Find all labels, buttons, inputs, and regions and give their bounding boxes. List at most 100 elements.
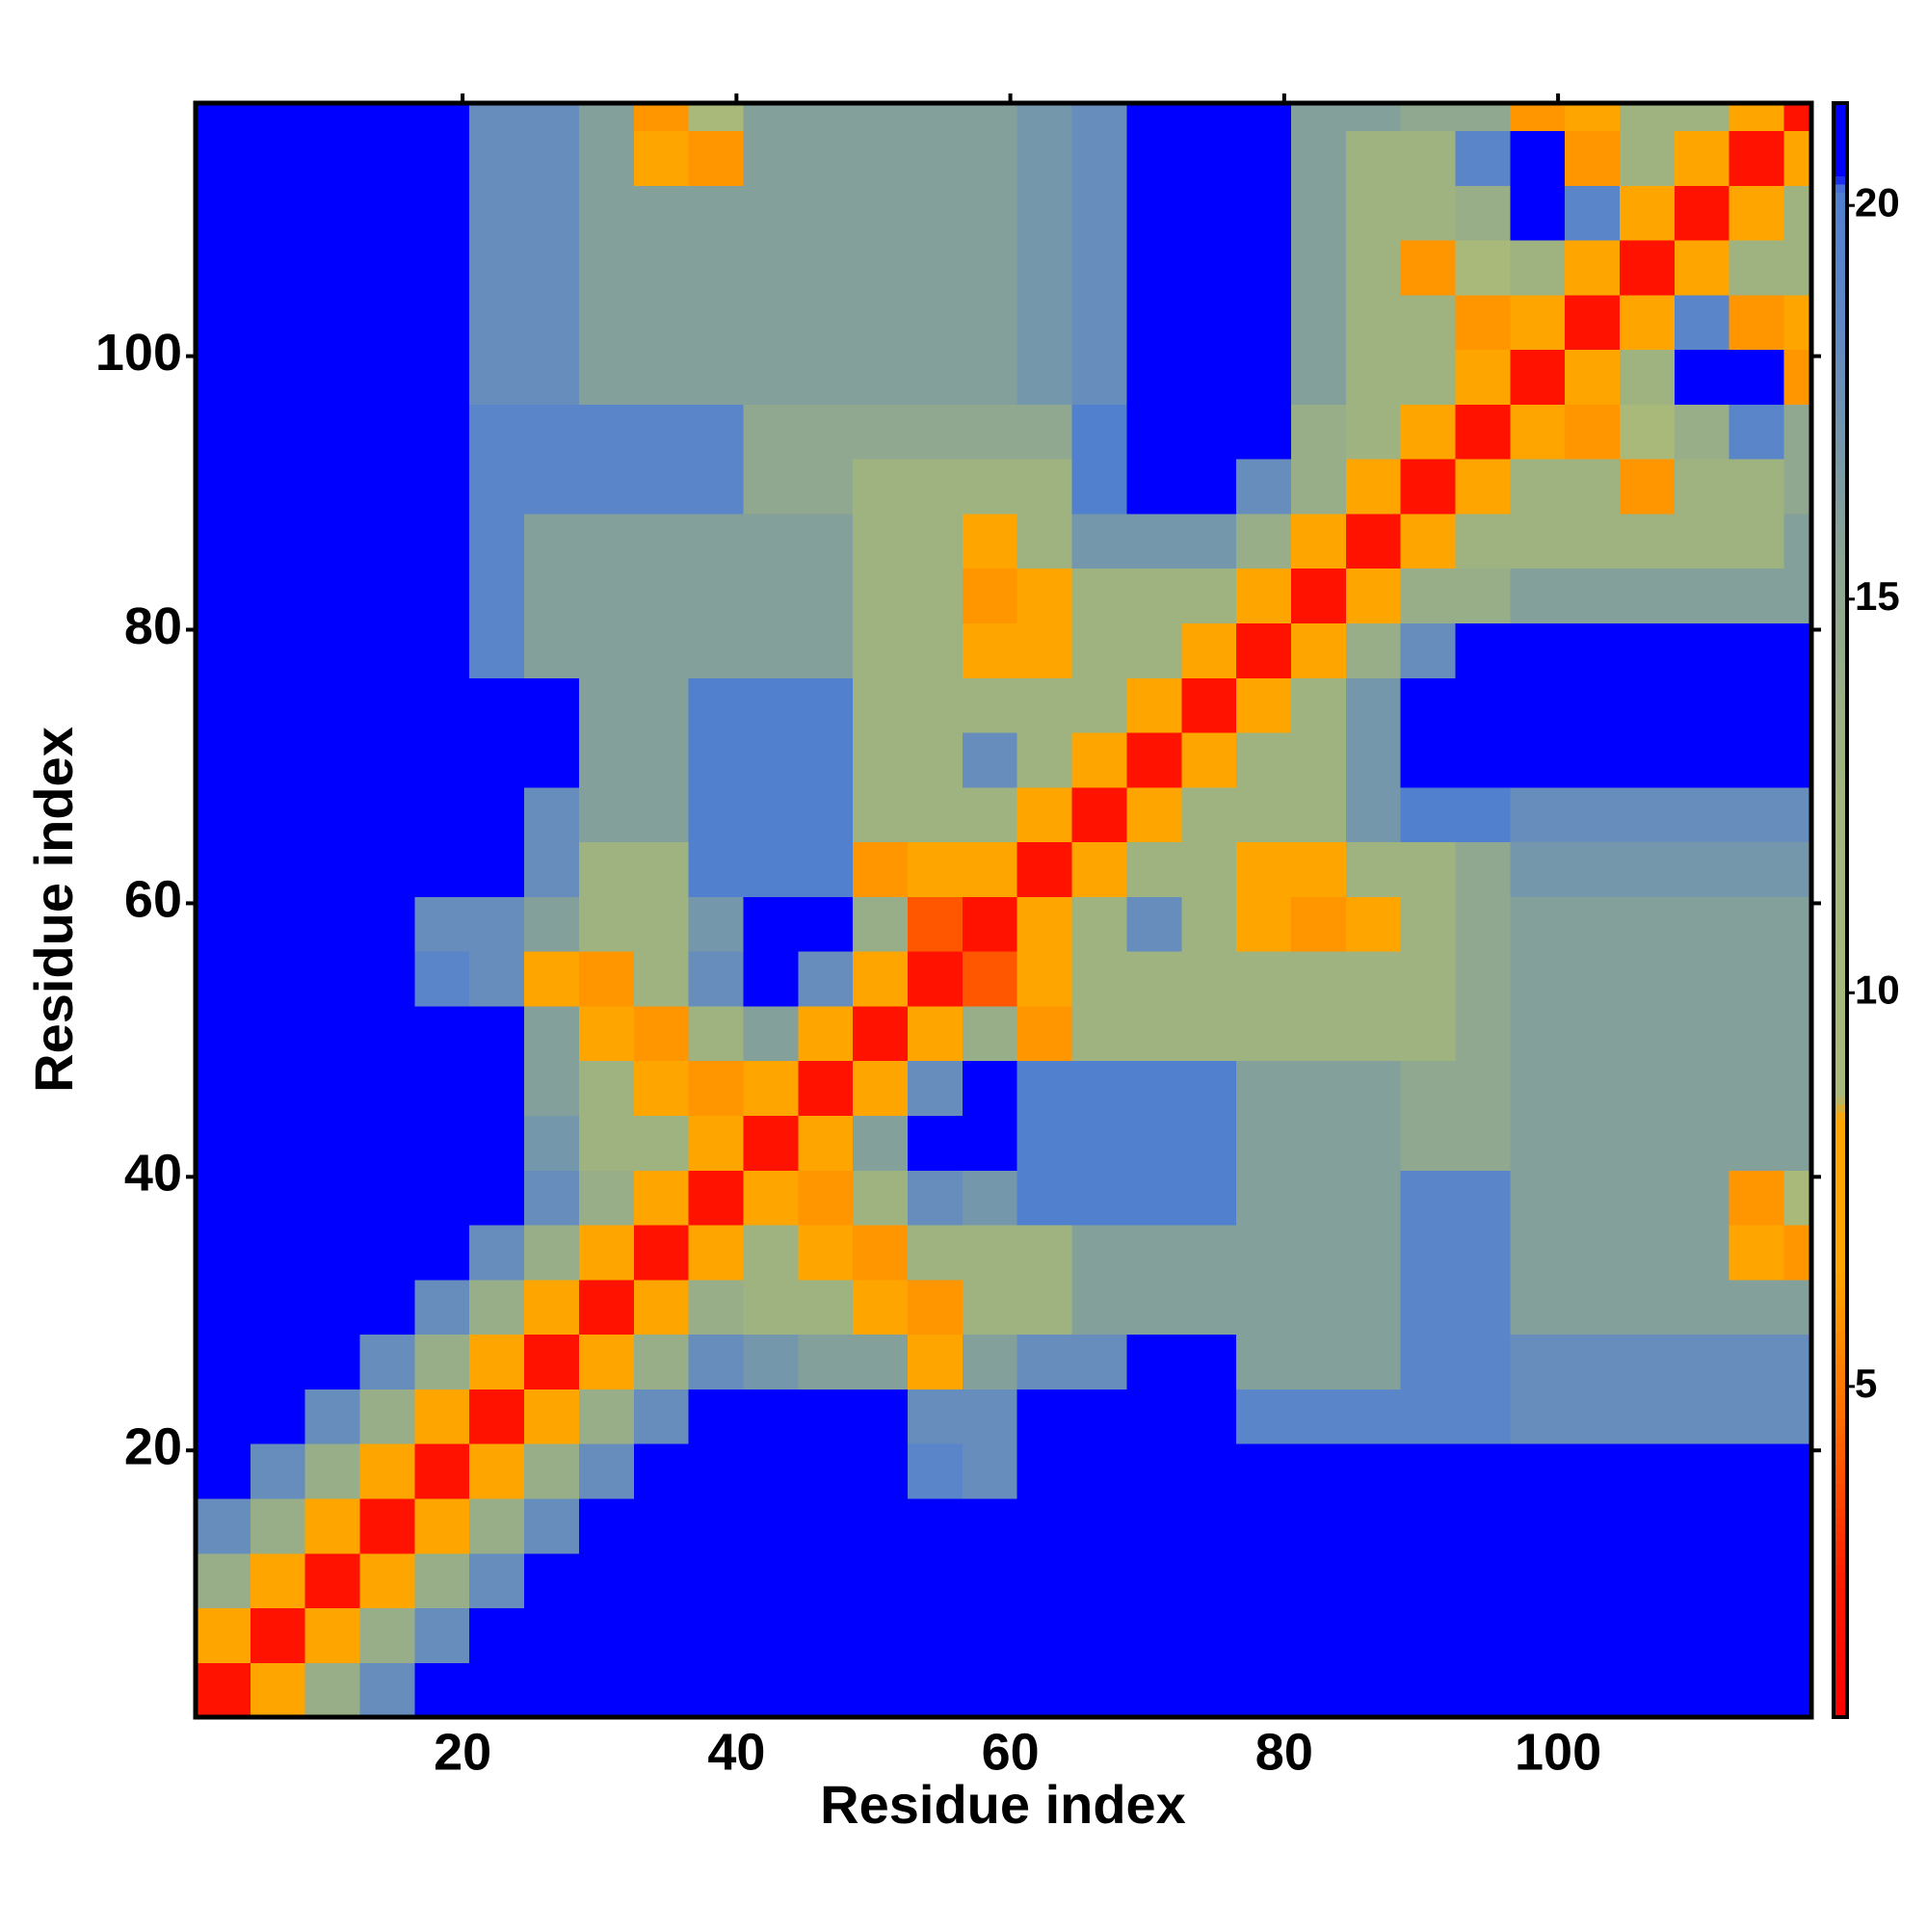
heatmap-cell bbox=[1016, 568, 1073, 624]
colorbar-segment bbox=[1834, 127, 1847, 137]
heatmap-cell bbox=[1345, 1224, 1402, 1281]
heatmap-cell bbox=[524, 896, 580, 952]
colorbar-segment bbox=[1834, 183, 1847, 193]
heatmap-cell bbox=[1016, 1005, 1073, 1062]
colorbar-segment bbox=[1834, 304, 1847, 314]
heatmap-cell bbox=[1400, 1443, 1457, 1499]
heatmap-cell bbox=[414, 239, 470, 296]
heatmap-cell bbox=[1400, 1279, 1457, 1336]
heatmap-cell bbox=[1729, 951, 1785, 1007]
heatmap-cell bbox=[1071, 1662, 1128, 1718]
heatmap-cell bbox=[469, 404, 525, 460]
heatmap-cell bbox=[469, 1170, 525, 1226]
colorbar-segment bbox=[1834, 829, 1847, 838]
heatmap-cell bbox=[1674, 1060, 1730, 1117]
heatmap-cell bbox=[1236, 896, 1292, 952]
heatmap-cell bbox=[1126, 951, 1182, 1007]
heatmap-cell bbox=[359, 294, 415, 351]
heatmap-cell bbox=[853, 1497, 909, 1554]
heatmap-cell bbox=[359, 1115, 415, 1171]
heatmap-cell bbox=[304, 1443, 361, 1499]
heatmap-cell bbox=[688, 1497, 745, 1554]
heatmap-cell bbox=[743, 185, 799, 241]
heatmap-cell bbox=[1071, 1389, 1128, 1444]
heatmap-cell bbox=[1016, 185, 1073, 241]
heatmap-cell bbox=[578, 513, 635, 569]
colorbar-segment bbox=[1834, 716, 1847, 726]
heatmap-cell bbox=[1016, 239, 1073, 296]
heatmap-cell bbox=[633, 1060, 690, 1117]
colorbar-segment bbox=[1834, 546, 1847, 556]
colorbar-segment bbox=[1834, 1572, 1847, 1581]
heatmap-cell bbox=[743, 1224, 799, 1281]
heatmap-cell bbox=[359, 841, 415, 897]
heatmap-cell bbox=[196, 1224, 251, 1281]
heatmap-cell bbox=[1181, 349, 1237, 405]
heatmap-cell bbox=[1510, 1389, 1566, 1444]
heatmap-cell bbox=[1510, 404, 1566, 460]
heatmap-cell bbox=[1345, 841, 1402, 897]
heatmap-cell bbox=[1400, 1552, 1457, 1609]
heatmap-cell bbox=[908, 568, 964, 624]
heatmap-cell bbox=[414, 103, 470, 131]
heatmap-cell bbox=[1290, 404, 1347, 460]
colorbar-segment bbox=[1834, 982, 1847, 992]
heatmap-cell bbox=[962, 130, 1018, 186]
colorbar-segment bbox=[1834, 1249, 1847, 1258]
heatmap-cell bbox=[1016, 786, 1073, 843]
colorbar-segment bbox=[1834, 1369, 1847, 1380]
heatmap-cell bbox=[304, 130, 361, 186]
heatmap-cell bbox=[196, 841, 251, 897]
heatmap-cell bbox=[1126, 1115, 1182, 1171]
heatmap-cell bbox=[1126, 1389, 1182, 1444]
heatmap-cell bbox=[196, 786, 251, 843]
heatmap-cell bbox=[1236, 1224, 1292, 1281]
heatmap-cell bbox=[798, 1279, 854, 1336]
heatmap-cell bbox=[469, 1607, 525, 1663]
heatmap-cell bbox=[1400, 349, 1457, 405]
heatmap-cell bbox=[250, 185, 306, 241]
heatmap-cell bbox=[853, 1060, 909, 1117]
colorbar-segment bbox=[1834, 620, 1847, 629]
heatmap-cell bbox=[1016, 1662, 1073, 1718]
colorbar-segment bbox=[1834, 1636, 1847, 1646]
heatmap-cell bbox=[524, 239, 580, 296]
heatmap-cell bbox=[633, 1279, 690, 1336]
heatmap-cell bbox=[1674, 1389, 1730, 1444]
colorbar-segment bbox=[1834, 1644, 1847, 1654]
heatmap-cell bbox=[469, 1443, 525, 1499]
heatmap-cell bbox=[743, 951, 799, 1007]
heatmap-cell bbox=[1729, 349, 1785, 405]
heatmap-cell bbox=[1071, 1005, 1128, 1062]
heatmap-cell bbox=[798, 1060, 854, 1117]
x-tick-label: 40 bbox=[707, 1723, 765, 1781]
heatmap-cell bbox=[414, 513, 470, 569]
colorbar-segment bbox=[1834, 950, 1847, 960]
heatmap-cell bbox=[962, 103, 1018, 131]
heatmap-cell bbox=[1181, 1279, 1237, 1336]
heatmap-cell bbox=[1181, 1005, 1237, 1062]
heatmap-cell bbox=[469, 896, 525, 952]
heatmap-cell bbox=[1620, 294, 1676, 351]
colorbar-segment bbox=[1834, 426, 1847, 436]
heatmap-cell bbox=[414, 677, 470, 733]
heatmap-cell bbox=[1455, 841, 1511, 897]
heatmap-cell bbox=[196, 1170, 251, 1226]
heatmap-cell bbox=[743, 1443, 799, 1499]
heatmap-cell bbox=[962, 1552, 1018, 1609]
colorbar-segment bbox=[1834, 1612, 1847, 1622]
colorbar-segment bbox=[1834, 256, 1847, 266]
heatmap-cell bbox=[1620, 130, 1676, 186]
colorbar-segment bbox=[1834, 1394, 1847, 1404]
heatmap-cell bbox=[524, 1497, 580, 1554]
heatmap-cell bbox=[414, 294, 470, 351]
heatmap-cell bbox=[633, 1170, 690, 1226]
colorbar-tick-label: 15 bbox=[1855, 573, 1900, 619]
heatmap-cell bbox=[1510, 349, 1566, 405]
heatmap-cell bbox=[1674, 1279, 1730, 1336]
heatmap-cell bbox=[1016, 1334, 1073, 1389]
heatmap-cell bbox=[962, 1334, 1018, 1389]
heatmap-cell bbox=[1345, 1170, 1402, 1226]
heatmap-cell bbox=[908, 951, 964, 1007]
colorbar-segment bbox=[1834, 869, 1847, 879]
